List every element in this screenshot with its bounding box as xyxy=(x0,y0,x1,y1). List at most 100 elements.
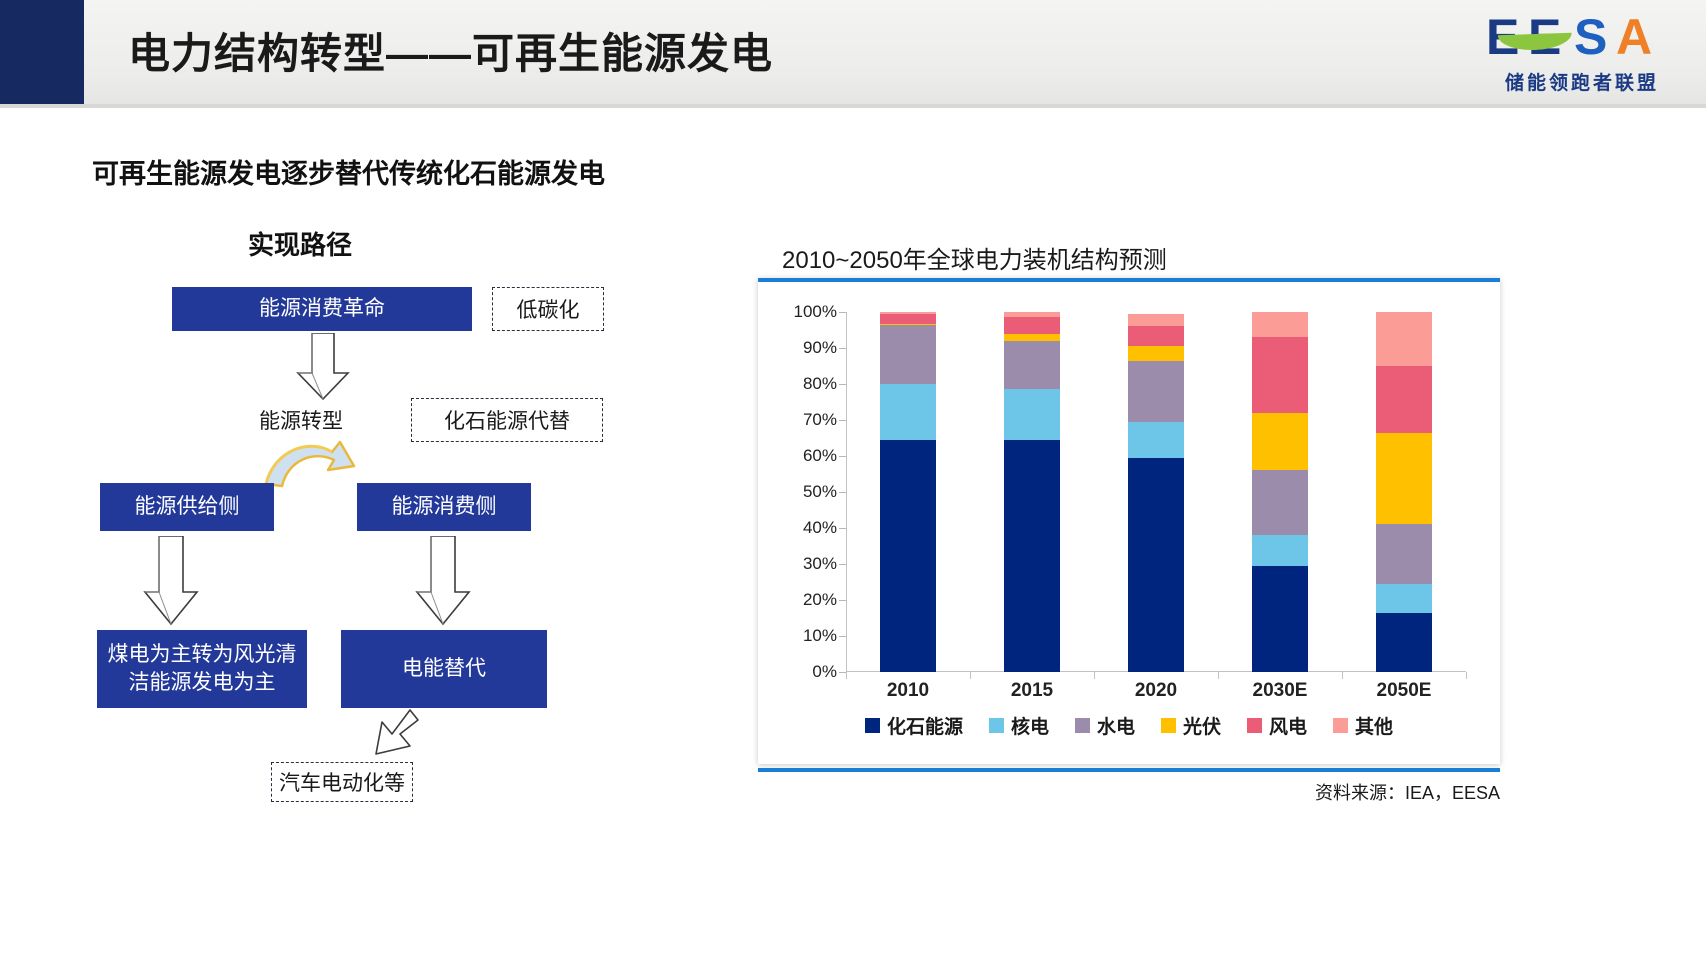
bar-segment xyxy=(1376,312,1432,367)
chart-plot-area: 100% 90% 80% 70% 60% 50% 40% 30% 20% 10% 0% 2010 20… xyxy=(794,302,1467,701)
x-axis-tick-label: 2020 xyxy=(1134,680,1178,701)
legend-label: 化石能源 xyxy=(886,717,963,738)
stacked-bar xyxy=(880,312,936,672)
y-axis-tick-mark xyxy=(839,348,846,349)
stacked-bar xyxy=(1004,312,1060,672)
x-axis-tick-mark xyxy=(1094,672,1095,679)
source-note: 资料来源：IEA，EESA xyxy=(1314,783,1500,803)
x-axis-tick-mark xyxy=(846,672,847,679)
bar-segment xyxy=(1004,334,1060,341)
bar-segment xyxy=(1376,366,1432,433)
bar-segment xyxy=(1376,524,1432,584)
stacked-bar xyxy=(1252,312,1308,672)
bar-segment xyxy=(880,312,936,314)
flow-box-energy-supply-side: 能源供给侧 xyxy=(100,483,274,531)
diagonal-arrow-icon xyxy=(375,709,419,755)
x-axis-tick-label: 2030E xyxy=(1252,680,1308,701)
legend-label: 风电 xyxy=(1269,717,1308,738)
y-axis-tick-mark xyxy=(839,456,846,457)
y-axis-tick-label: 10% xyxy=(802,626,837,645)
flow-box-energy-consumption-revolution: 能源消费革命 xyxy=(172,287,472,331)
y-axis-tick-label: 30% xyxy=(802,554,837,573)
legend-item[interactable]: 光伏 xyxy=(1161,712,1221,739)
legend-label: 水电 xyxy=(1096,717,1135,738)
y-axis-tick-mark xyxy=(839,600,846,601)
y-axis-tick-mark xyxy=(839,312,846,313)
legend-swatch xyxy=(1074,718,1090,733)
x-axis-tick-mark xyxy=(1218,672,1219,679)
x-axis-tick-label: 2050E xyxy=(1376,680,1432,701)
bar-segment xyxy=(1128,360,1184,422)
down-arrow-icon-1 xyxy=(296,333,350,401)
down-arrow-icon-3 xyxy=(415,536,471,626)
y-axis-tick-label: 50% xyxy=(802,482,837,501)
bar-segment xyxy=(1128,421,1184,458)
bar-segment xyxy=(1252,470,1308,536)
chart-panel-bottom-rule xyxy=(758,768,1500,772)
chart-panel: 100% 90% 80% 70% 60% 50% 40% 30% 20% 10% 0% 2010 20… xyxy=(758,278,1500,764)
y-axis-tick-label: 70% xyxy=(802,410,837,429)
bar-segment xyxy=(1004,389,1060,440)
chart-legend: 化石能源 核电 水电 光伏 风电 其他 xyxy=(758,712,1500,739)
flow-box-energy-demand-side: 能源消费侧 xyxy=(357,483,531,531)
flowchart-heading: 实现路径 xyxy=(248,230,353,260)
chart-title: 2010~2050年全球电力装机结构预测 xyxy=(782,247,1167,274)
x-axis-tick-label: 2010 xyxy=(886,680,930,701)
logo-letter-s: S xyxy=(1574,9,1608,65)
legend-swatch xyxy=(1247,718,1263,733)
x-axis-tick-mark xyxy=(1342,672,1343,679)
legend-item[interactable]: 化石能源 xyxy=(864,712,963,739)
stacked-bar xyxy=(1376,312,1432,672)
header-accent-block xyxy=(0,0,84,104)
bar-segment xyxy=(1128,326,1184,347)
legend-item[interactable]: 风电 xyxy=(1247,712,1307,739)
y-axis-tick-label: 90% xyxy=(802,338,837,357)
flow-box-coal-to-clean-energy: 煤电为主转为风光清洁能源发电为主 xyxy=(97,630,307,708)
flow-tag-vehicle-electrification: 汽车电动化等 xyxy=(271,762,413,802)
bar-segment xyxy=(1004,340,1060,390)
section-subtitle: 可再生能源发电逐步替代传统化石能源发电 xyxy=(92,159,605,189)
bar-segment xyxy=(1252,565,1308,672)
down-arrow-icon-2 xyxy=(143,536,199,626)
bar-segment xyxy=(1252,535,1308,566)
y-axis-tick-mark xyxy=(839,492,846,493)
bar-segment xyxy=(880,324,936,385)
y-axis-tick-mark xyxy=(839,528,846,529)
y-axis-tick-label: 80% xyxy=(802,374,837,393)
flow-tag-fossil-replacement: 化石能源代替 xyxy=(411,398,603,442)
y-axis-tick-label: 40% xyxy=(802,518,837,537)
bar-segment xyxy=(1376,612,1432,672)
bar-segment xyxy=(880,439,936,672)
x-axis-tick-mark xyxy=(1466,672,1467,679)
flow-tag-low-carbon: 低碳化 xyxy=(492,287,604,331)
bar-segment xyxy=(1252,312,1308,338)
legend-swatch xyxy=(988,718,1004,733)
legend-label: 光伏 xyxy=(1183,717,1222,738)
bar-segment xyxy=(1128,313,1184,327)
eesa-logo: E E S A 储能领跑者联盟 xyxy=(1482,10,1682,98)
bar-segment xyxy=(1376,583,1432,613)
y-axis-tick-label: 20% xyxy=(802,590,837,609)
bar-segment xyxy=(1004,439,1060,672)
bar-segment xyxy=(880,323,936,325)
page-title: 电力结构转型——可再生能源发电 xyxy=(128,30,774,77)
legend-item[interactable]: 其他 xyxy=(1333,712,1393,739)
legend-swatch xyxy=(1333,718,1349,733)
legend-item[interactable]: 水电 xyxy=(1074,712,1135,739)
bar-segment xyxy=(880,313,936,324)
y-axis-line xyxy=(846,312,847,672)
logo-subtitle: 储能领跑者联盟 xyxy=(1504,73,1659,94)
legend-item[interactable]: 核电 xyxy=(988,712,1049,739)
bar-segment xyxy=(880,384,936,440)
logo-mark: E E S A xyxy=(1482,10,1682,66)
legend-swatch xyxy=(864,718,880,733)
bar-segment xyxy=(1004,317,1060,335)
bar-segment xyxy=(1004,312,1060,318)
page-header: 电力结构转型——可再生能源发电 E E S A 储能领跑者联盟 xyxy=(0,0,1706,108)
bar-segment xyxy=(1128,346,1184,361)
y-axis-tick-label: 0% xyxy=(812,662,837,681)
header-underline xyxy=(0,104,1706,108)
bar-segment xyxy=(1252,337,1308,413)
bar-segment xyxy=(1128,457,1184,672)
legend-label: 其他 xyxy=(1355,717,1394,738)
